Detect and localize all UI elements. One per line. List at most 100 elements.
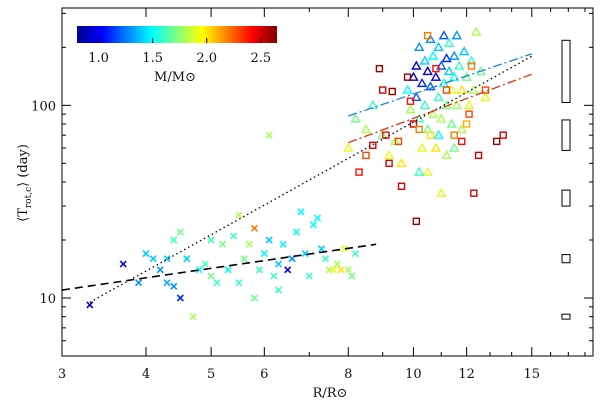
triangle-point	[425, 81, 436, 91]
triangle-point	[451, 30, 462, 40]
square-point	[423, 31, 432, 40]
x-tick-label: 12	[458, 367, 475, 382]
square-point	[467, 62, 476, 70]
triangle-point	[433, 129, 444, 139]
square-point	[394, 137, 403, 146]
cross-point	[344, 266, 352, 274]
triangle-point	[443, 65, 455, 76]
triangle-point	[449, 50, 460, 60]
triangle-point	[402, 84, 413, 94]
cross-point	[218, 240, 227, 248]
cross-point	[119, 260, 127, 268]
triangle-point	[405, 104, 416, 114]
x-axis-title: R/R⊙	[313, 386, 348, 401]
square-point	[403, 73, 412, 81]
square-point	[442, 86, 451, 94]
triangle-point	[422, 65, 433, 76]
cross-point	[279, 240, 287, 248]
error-box	[561, 313, 571, 320]
cross-point	[313, 214, 322, 222]
triangle-point	[433, 91, 444, 102]
cross-point	[163, 279, 171, 287]
square-point	[465, 110, 473, 118]
cross-point	[321, 255, 330, 263]
cross-point	[275, 286, 283, 294]
cross-point	[260, 250, 268, 258]
cross-point	[333, 260, 341, 268]
triangle-point	[419, 55, 431, 65]
square-point	[397, 182, 406, 190]
cross-point	[201, 260, 209, 268]
triangle-point	[446, 118, 457, 128]
x-tick-label: 5	[207, 367, 215, 382]
cross-point	[207, 272, 215, 280]
triangle-point	[430, 71, 442, 81]
triangle-point	[422, 166, 433, 176]
error-box	[561, 119, 571, 151]
triangle-point	[456, 84, 467, 94]
colorbar-tick-label: 2.0	[196, 51, 217, 66]
cross-point	[337, 266, 345, 274]
triangle-point	[438, 30, 450, 40]
square-point	[499, 131, 507, 139]
x-tick-label: 3	[58, 367, 66, 382]
triangle-point	[408, 71, 419, 81]
x-tick-label: 15	[524, 367, 541, 382]
cross-point	[149, 255, 157, 263]
cross-point	[309, 221, 318, 229]
fit-lines	[62, 53, 533, 303]
cross-point	[270, 272, 278, 280]
cross-point	[351, 250, 360, 258]
cross-point	[245, 240, 253, 248]
cross-point	[86, 301, 94, 309]
x-tick-label: 8	[344, 367, 352, 382]
triangle-point	[427, 108, 439, 118]
x-tick-label: 10	[405, 367, 422, 382]
triangle-point	[454, 60, 465, 70]
square-point	[385, 159, 393, 168]
cross-point	[235, 211, 243, 219]
cross-point	[250, 224, 258, 232]
triangle-point	[449, 142, 460, 152]
square-point	[450, 131, 458, 139]
x-tick-label: 6	[260, 367, 268, 382]
triangle-point	[443, 37, 455, 47]
cross-point	[341, 245, 349, 253]
cross-point	[230, 232, 238, 240]
square-point	[462, 120, 471, 128]
axis-tick-labels: 3 4 5 6 8 10 12 15 10 100	[31, 99, 540, 382]
cross-point	[318, 245, 326, 253]
cross-point	[156, 266, 164, 274]
triangle-point	[471, 26, 482, 36]
dashdot-fit-line	[348, 73, 533, 144]
cross-point	[213, 279, 221, 287]
square-point	[432, 64, 440, 73]
triangle-point	[411, 91, 422, 102]
y-axis-title-close: ⟩ (day)	[16, 144, 31, 187]
triangle-point	[456, 123, 467, 134]
cross-point	[170, 236, 178, 244]
cross-point	[176, 294, 184, 302]
cross-point	[189, 313, 197, 321]
colorbar: 1.0 1.5 2.0 2.5 M/M⊙	[77, 26, 277, 85]
dashed-fit-line	[62, 243, 377, 291]
error-box	[561, 254, 571, 264]
triangle-point	[436, 187, 447, 197]
square-point	[388, 87, 396, 96]
triangle-point	[383, 149, 395, 160]
cross-point	[305, 272, 313, 280]
square-point	[474, 151, 483, 160]
triangle-point	[480, 91, 491, 102]
triangle-point	[343, 142, 354, 152]
triangle-point	[414, 41, 425, 52]
y-axis-title: ⟨Trot,c⟩ (day)	[16, 144, 34, 222]
triangle-point	[466, 55, 477, 65]
triangle-point	[414, 166, 425, 176]
square-point	[412, 217, 421, 226]
cross-point	[301, 250, 309, 258]
cross-point	[235, 279, 243, 287]
square-point	[378, 86, 387, 94]
triangle-point	[449, 71, 460, 81]
cross-point	[284, 266, 292, 274]
cross-point	[292, 228, 301, 236]
